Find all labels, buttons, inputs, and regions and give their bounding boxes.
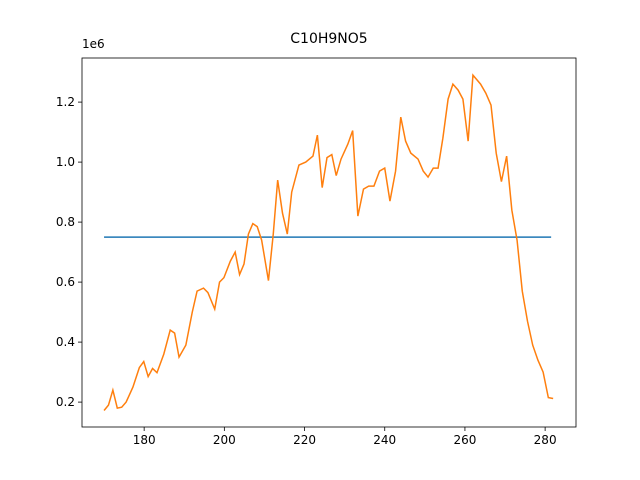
x-tick-label: 260 <box>453 433 476 447</box>
x-tick-label: 180 <box>133 433 156 447</box>
y-tick-label: 0.4 <box>56 335 75 349</box>
y-tick-label: 0.8 <box>56 215 75 229</box>
y-tick-label: 1.2 <box>56 95 75 109</box>
data-line <box>103 73 554 411</box>
y-tick-label: 1.0 <box>56 155 75 169</box>
x-tick-label: 220 <box>293 433 316 447</box>
axes-frame <box>81 57 577 428</box>
x-tick-label: 280 <box>534 433 557 447</box>
y-tick-label: 0.6 <box>56 275 75 289</box>
chart-title: C10H9NO5 <box>290 31 367 47</box>
x-tick-label: 240 <box>373 433 396 447</box>
y-offset-label: 1e6 <box>82 37 105 51</box>
x-tick-label: 200 <box>213 433 236 447</box>
y-tick-label: 0.2 <box>56 395 75 409</box>
